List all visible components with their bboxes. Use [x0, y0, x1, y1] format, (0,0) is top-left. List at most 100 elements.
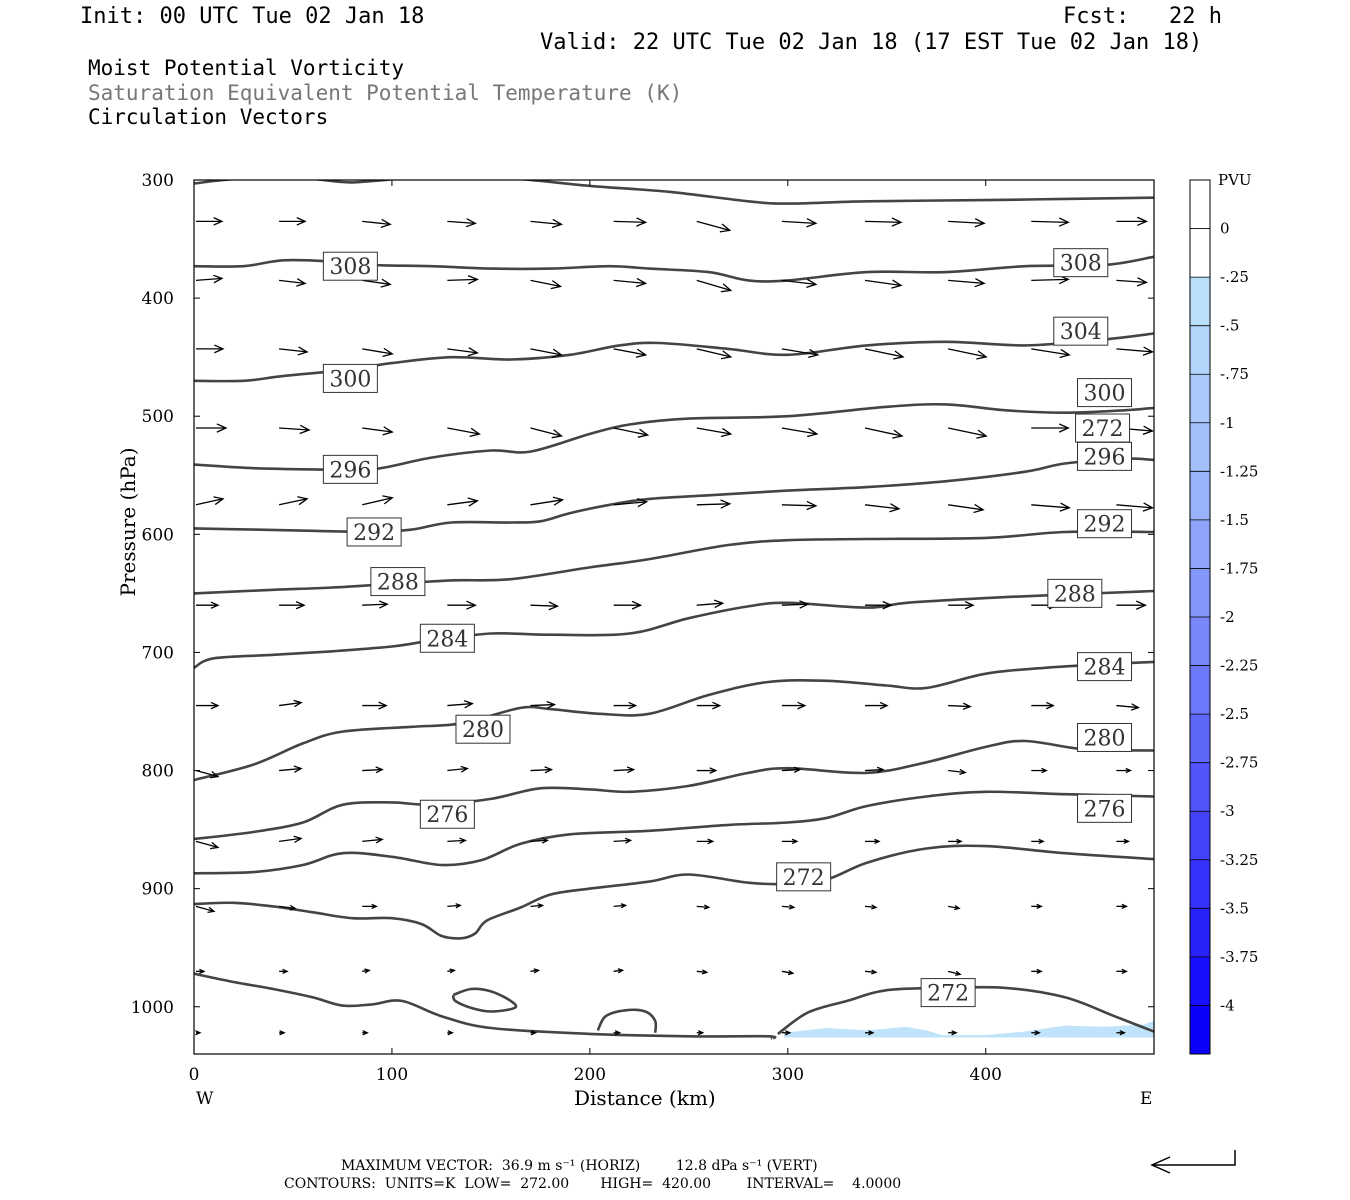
contour-label: 292: [346, 517, 402, 547]
colorbar-swatch: [1190, 665, 1210, 715]
axes-layer: 300 400 500 600 700 800 900 1000 0 100 200 300 400 W E…: [116, 171, 1154, 1110]
vector-shaft: [279, 905, 296, 910]
vector-head: [635, 348, 648, 358]
contour-label-box: [1077, 378, 1133, 408]
circulation-vector: [362, 495, 394, 506]
circulation-vector: [613, 837, 633, 844]
circulation-vector: [447, 497, 479, 507]
valid-time: Valid: 22 UTC Tue 02 Jan 18 (17 EST Tue …: [540, 30, 1203, 55]
circulation-vector: [1116, 277, 1148, 287]
vector-head: [209, 841, 220, 850]
vector-head: [296, 217, 307, 226]
circulation-vector: [864, 766, 885, 774]
vector-shaft: [781, 970, 793, 974]
colorbar-swatch: [1190, 568, 1210, 617]
vector-shaft: [278, 498, 308, 506]
vector-head: [213, 274, 224, 284]
colorbar-tick-label: -1.25: [1220, 462, 1258, 480]
circulation-vector: [530, 427, 564, 439]
contour-label: 280: [455, 714, 511, 744]
circulation-vector: [1116, 703, 1140, 711]
vector-shaft: [447, 500, 478, 506]
circulation-vector: [613, 427, 650, 438]
circulation-vector: [864, 279, 903, 289]
vector-shaft: [362, 768, 383, 772]
contour-label-box: [419, 799, 475, 829]
vector-shaft: [696, 279, 731, 292]
vector-head: [808, 348, 820, 359]
y-tick-label: 800: [142, 762, 174, 782]
vector-head: [871, 969, 878, 975]
circulation-vector: [696, 279, 733, 293]
contour-label-text: 272: [783, 866, 825, 891]
circulation-vector: [613, 903, 628, 909]
vector-head: [289, 904, 297, 911]
vector-shaft: [362, 220, 391, 225]
circulation-vector: [362, 903, 378, 909]
vector-shaft: [696, 602, 723, 606]
vector-shaft: [613, 279, 646, 285]
circulation-vector: [613, 1030, 622, 1036]
vector-shaft: [613, 904, 626, 908]
vector-head: [296, 278, 307, 287]
circulation-vector: [781, 766, 802, 774]
circulation-vector: [696, 499, 732, 509]
vector-head: [876, 766, 885, 774]
circulation-vector: [696, 1030, 705, 1036]
vector-head: [791, 838, 799, 845]
vector-head: [551, 348, 564, 358]
circulation-vector: [195, 274, 224, 284]
circulation-vector: [781, 838, 799, 845]
vector-head: [799, 600, 810, 609]
vector-shaft: [447, 904, 461, 908]
vector-shaft: [781, 279, 816, 286]
circulation-vector: [530, 903, 545, 909]
vector-shaft: [864, 348, 904, 358]
circulation-vector: [696, 599, 725, 609]
circulation-vector: [613, 701, 638, 710]
vector-head: [216, 423, 228, 433]
theta-e-contour-272: [194, 790, 1154, 875]
vector-head: [213, 217, 224, 226]
vector-shaft: [195, 769, 219, 778]
circulation-vector: [613, 348, 648, 358]
circulation-vector: [1031, 903, 1043, 909]
vector-head: [1058, 217, 1070, 227]
circulation-vector: [362, 701, 388, 710]
vector-head: [1142, 346, 1154, 356]
vector-head: [976, 350, 988, 360]
vector-head: [620, 903, 628, 909]
vector-head: [467, 347, 479, 357]
vector-shaft: [781, 220, 816, 224]
vector-head: [371, 903, 378, 909]
circulation-vector: [279, 278, 307, 287]
colorbar-swatch: [1190, 325, 1210, 375]
vector-shaft: [948, 279, 985, 285]
vector-shaft: [864, 427, 903, 437]
vector-head: [1142, 425, 1154, 435]
circulation-vector: [279, 699, 303, 708]
colorbar-swatch: [1190, 422, 1210, 472]
vector-head: [891, 279, 903, 289]
contour-label-text: 288: [1054, 582, 1096, 607]
circulation-vector: [362, 347, 394, 358]
vector-shaft: [864, 905, 877, 909]
vector-shaft: [948, 905, 960, 910]
vector-shaft: [1116, 704, 1139, 709]
circulation-vector: [696, 427, 733, 438]
vector-head: [891, 217, 903, 227]
vector-head: [1136, 216, 1148, 227]
vector-head: [297, 346, 309, 356]
vector-shaft: [530, 427, 562, 437]
vector-head: [637, 428, 650, 438]
circulation-vector: [362, 600, 389, 609]
vector-head: [697, 1030, 705, 1036]
circulation-vector: [447, 903, 462, 909]
vector-head: [703, 904, 711, 910]
circulation-vector: [1116, 968, 1128, 974]
reference-vector-icon: [1150, 1150, 1236, 1174]
vector-head: [720, 499, 732, 509]
vector-shaft: [696, 220, 730, 231]
vector-head: [295, 601, 306, 610]
vector-head: [364, 968, 371, 974]
